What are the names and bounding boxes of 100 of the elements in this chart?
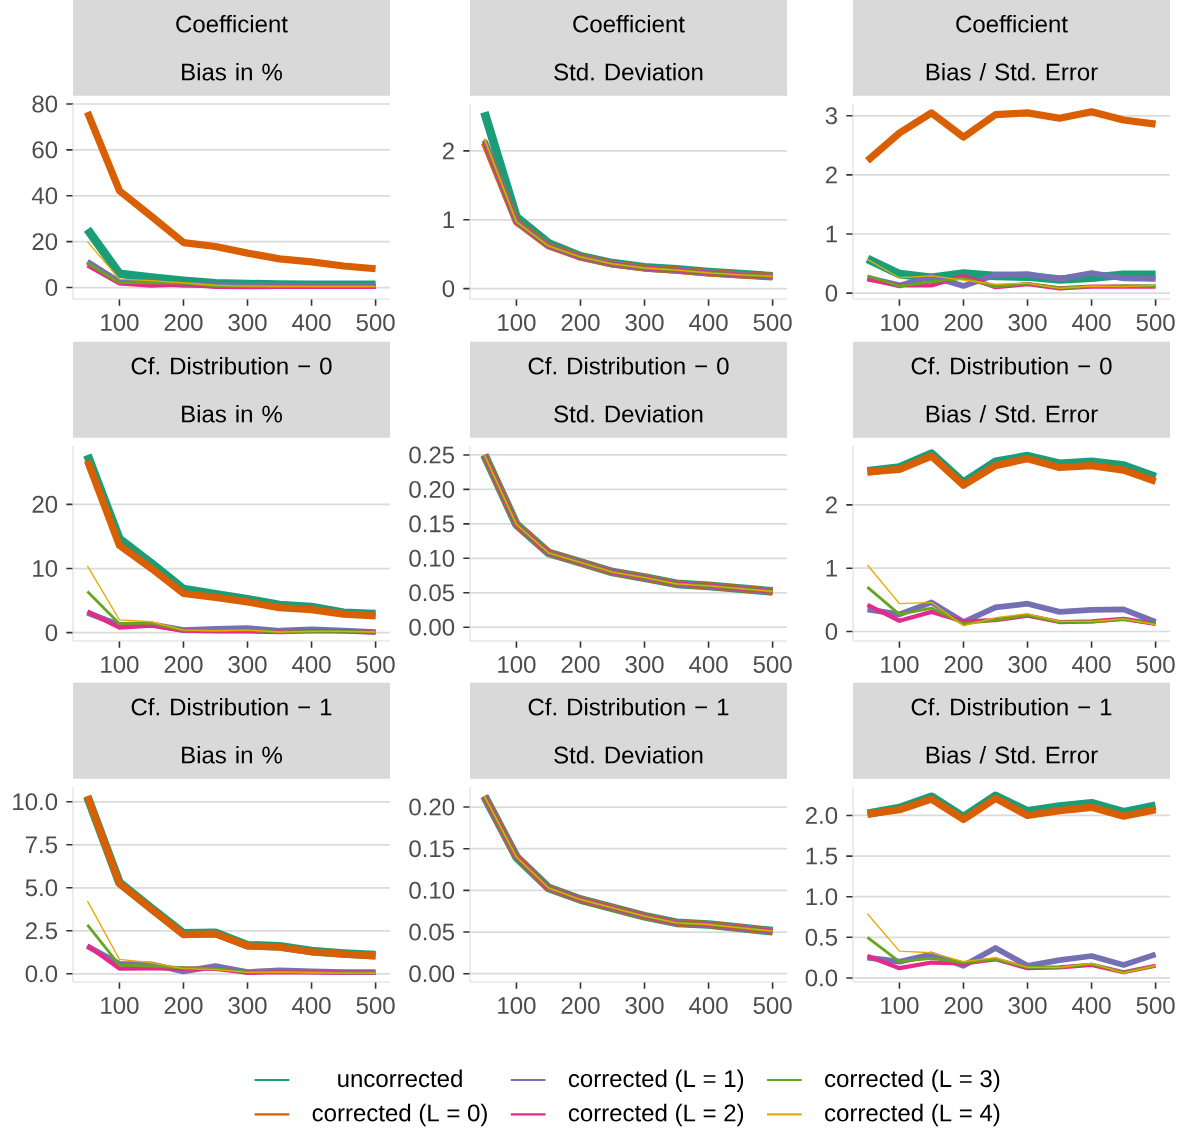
x-tick-label: 200 bbox=[164, 313, 203, 331]
chart-title: Coefficient bbox=[573, 14, 685, 33]
chart-subtitle: Std. Deviation bbox=[554, 745, 703, 764]
x-tick-label: 200 bbox=[944, 996, 983, 1014]
y-tick-label: 0 bbox=[825, 284, 838, 302]
legend-label: corrected (L = 0) bbox=[312, 1103, 487, 1127]
x-tick-label: 200 bbox=[164, 996, 203, 1014]
y-tick-label: 0.20 bbox=[409, 798, 455, 816]
y-tick-label: 0.0 bbox=[805, 969, 838, 987]
x-tick-label: 100 bbox=[101, 655, 139, 673]
legend-label: uncorrected bbox=[338, 1069, 462, 1088]
y-tick-label: 0 bbox=[45, 279, 58, 297]
y-tick-label: 80 bbox=[32, 95, 58, 113]
chart-subtitle: Bias in % bbox=[182, 62, 282, 81]
x-tick-label: 100 bbox=[498, 996, 536, 1014]
y-tick-label: 0.15 bbox=[409, 515, 455, 533]
x-tick-label: 500 bbox=[356, 313, 395, 331]
legend-label: corrected (L = 1) bbox=[568, 1069, 744, 1092]
y-tick-label: 0.20 bbox=[409, 480, 455, 498]
x-tick-label: 300 bbox=[228, 313, 267, 331]
x-tick-label: 400 bbox=[1072, 996, 1111, 1014]
y-tick-label: 0.25 bbox=[409, 446, 455, 464]
y-tick-label: 0 bbox=[45, 624, 58, 642]
y-tick-label: 0.15 bbox=[409, 840, 455, 858]
chart-title: Coefficient bbox=[176, 14, 288, 33]
x-tick-label: 100 bbox=[881, 313, 919, 331]
x-tick-label: 500 bbox=[753, 996, 792, 1014]
x-tick-label: 200 bbox=[561, 655, 600, 673]
y-tick-label: 2.5 bbox=[25, 922, 58, 940]
x-tick-label: 500 bbox=[1136, 996, 1175, 1014]
x-tick-label: 100 bbox=[881, 655, 919, 673]
y-tick-label: 20 bbox=[32, 495, 58, 513]
chart-subtitle: Bias / Std. Error bbox=[926, 745, 1098, 764]
y-tick-label: 5.0 bbox=[25, 879, 58, 897]
x-tick-label: 500 bbox=[356, 996, 395, 1014]
x-tick-label: 100 bbox=[101, 996, 139, 1014]
y-tick-label: 0.00 bbox=[409, 618, 455, 636]
y-tick-label: 2.0 bbox=[805, 806, 838, 824]
legend-label: corrected (L = 3) bbox=[825, 1069, 1000, 1092]
chart-subtitle: Bias / Std. Error bbox=[926, 404, 1098, 423]
x-tick-label: 500 bbox=[1136, 313, 1175, 331]
x-tick-label: 500 bbox=[356, 655, 395, 673]
x-tick-label: 300 bbox=[1008, 313, 1047, 331]
chart-title: Cf. Distribution − 0 bbox=[131, 356, 332, 375]
x-tick-label: 300 bbox=[228, 655, 267, 673]
x-tick-label: 400 bbox=[292, 313, 331, 331]
y-tick-label: 10.0 bbox=[13, 793, 58, 811]
y-tick-label: 2 bbox=[442, 142, 454, 160]
x-tick-label: 400 bbox=[1072, 313, 1111, 331]
y-tick-label: 0.00 bbox=[409, 965, 455, 983]
x-tick-label: 200 bbox=[944, 313, 983, 331]
legend-label: corrected (L = 4) bbox=[825, 1103, 1000, 1127]
y-tick-label: 0.5 bbox=[805, 928, 838, 946]
x-tick-label: 400 bbox=[1072, 655, 1111, 673]
x-tick-label: 300 bbox=[625, 313, 664, 331]
x-tick-label: 400 bbox=[689, 996, 728, 1014]
y-tick-label: 10 bbox=[33, 560, 58, 578]
x-tick-label: 400 bbox=[689, 313, 728, 331]
y-tick-label: 1 bbox=[826, 559, 837, 577]
y-tick-label: 40 bbox=[31, 187, 58, 205]
x-tick-label: 100 bbox=[498, 313, 536, 331]
chart-subtitle: Std. Deviation bbox=[554, 62, 703, 81]
y-tick-label: 7.5 bbox=[25, 836, 58, 854]
chart-title: Cf. Distribution − 1 bbox=[528, 697, 729, 716]
x-tick-label: 500 bbox=[753, 655, 792, 673]
x-tick-label: 300 bbox=[625, 655, 664, 673]
x-tick-label: 300 bbox=[1008, 655, 1047, 673]
y-tick-label: 20 bbox=[32, 233, 58, 251]
x-tick-label: 300 bbox=[625, 996, 664, 1014]
y-tick-label: 1 bbox=[826, 225, 837, 243]
x-tick-label: 200 bbox=[561, 996, 600, 1014]
y-tick-label: 0.10 bbox=[409, 881, 455, 899]
x-tick-label: 400 bbox=[292, 655, 331, 673]
chart-subtitle: Bias / Std. Error bbox=[926, 62, 1098, 81]
x-tick-label: 200 bbox=[164, 655, 203, 673]
x-tick-label: 300 bbox=[228, 996, 267, 1014]
chart-title: Cf. Distribution − 0 bbox=[911, 356, 1112, 375]
chart-subtitle: Bias in % bbox=[182, 745, 282, 764]
y-tick-label: 2 bbox=[825, 496, 837, 514]
y-tick-label: 0.05 bbox=[409, 923, 455, 941]
chart-title: Cf. Distribution − 0 bbox=[528, 356, 729, 375]
y-tick-label: 3 bbox=[825, 107, 838, 125]
y-tick-label: 0 bbox=[442, 280, 455, 298]
y-tick-label: 0.05 bbox=[409, 584, 455, 602]
chart-title: Cf. Distribution − 1 bbox=[911, 697, 1112, 716]
x-tick-label: 500 bbox=[753, 313, 792, 331]
y-tick-label: 0.10 bbox=[409, 549, 455, 567]
y-tick-label: 0.0 bbox=[25, 965, 58, 983]
chart-subtitle: Bias in % bbox=[182, 404, 282, 423]
y-tick-label: 2 bbox=[825, 166, 837, 184]
y-tick-label: 1.5 bbox=[806, 847, 838, 865]
x-tick-label: 100 bbox=[101, 313, 139, 331]
legend-label: corrected (L = 2) bbox=[568, 1103, 744, 1127]
x-tick-label: 500 bbox=[1136, 655, 1175, 673]
x-tick-label: 300 bbox=[1008, 996, 1047, 1014]
x-tick-label: 100 bbox=[498, 655, 536, 673]
x-tick-label: 400 bbox=[689, 655, 728, 673]
y-tick-label: 1 bbox=[443, 211, 454, 229]
y-tick-label: 1.0 bbox=[806, 888, 838, 906]
y-tick-label: 60 bbox=[32, 141, 58, 159]
